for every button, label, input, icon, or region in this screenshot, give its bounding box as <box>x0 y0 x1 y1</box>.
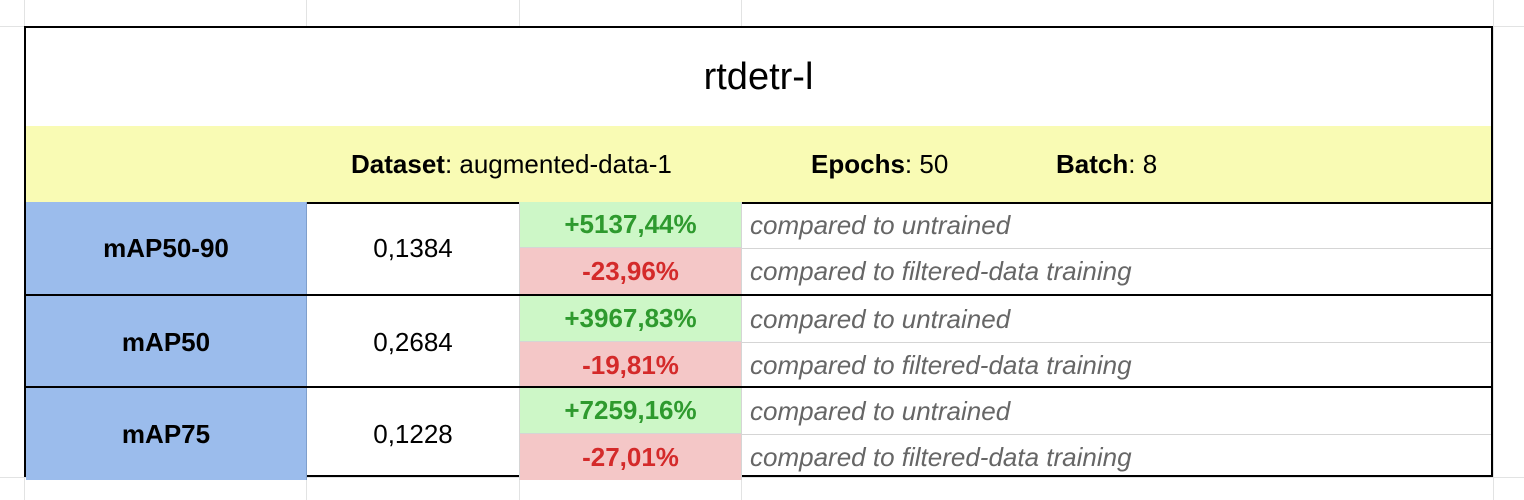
metric-name-cell[interactable]: mAP50 <box>26 296 307 388</box>
metric-name-cell[interactable]: mAP75 <box>26 388 307 480</box>
dataset-separator: : <box>444 149 460 179</box>
metric-name-cell[interactable]: mAP50-90 <box>26 202 307 294</box>
note-filtered[interactable]: compared to filtered-data training <box>750 350 1132 380</box>
batch-value: 8 <box>1142 149 1158 179</box>
training-info-row[interactable]: Dataset: augmented-data-1 Epochs: 50 Bat… <box>26 126 1491 204</box>
note-filtered[interactable]: compared to filtered-data training <box>750 442 1132 472</box>
metric-value: 0,1228 <box>373 418 453 449</box>
metric-row-map75: mAP75 0,1228 +7259,16% -27,01% compared … <box>26 386 1491 480</box>
vs-filtered-value: -27,01% <box>582 441 679 472</box>
vs-filtered-value: -19,81% <box>582 349 679 380</box>
results-table: rtdetr-l Dataset: augmented-data-1 Epoch… <box>24 26 1493 480</box>
grid-row-line <box>0 477 1524 478</box>
dataset-label: Dataset <box>351 149 445 179</box>
metric-value: 0,2684 <box>373 326 453 357</box>
metric-name: mAP75 <box>121 418 211 449</box>
dataset-value: augmented-data-1 <box>459 149 672 179</box>
epochs-info: Epochs: 50 <box>811 126 948 202</box>
note-untrained[interactable]: compared to untrained <box>750 396 1011 426</box>
row-divider <box>742 248 1491 249</box>
row-divider <box>742 434 1491 435</box>
vs-filtered-cell[interactable]: -19,81% <box>520 342 742 388</box>
vs-untrained-value: +5137,44% <box>564 209 697 239</box>
vs-untrained-value: +7259,16% <box>564 395 697 425</box>
vs-untrained-cell[interactable]: +5137,44% <box>520 202 742 248</box>
batch-label: Batch <box>1056 149 1129 179</box>
epochs-separator: : <box>904 149 920 179</box>
model-title: rtdetr-l <box>703 55 814 98</box>
model-title-cell[interactable]: rtdetr-l <box>26 28 1491 128</box>
dataset-info: Dataset: augmented-data-1 <box>351 126 672 202</box>
metric-value-cell[interactable]: 0,1384 <box>307 202 520 294</box>
note-filtered[interactable]: compared to filtered-data training <box>750 256 1132 286</box>
note-untrained[interactable]: compared to untrained <box>750 210 1011 240</box>
vs-filtered-value: -23,96% <box>582 255 679 286</box>
row-divider <box>742 342 1491 343</box>
metric-row-map50: mAP50 0,2684 +3967,83% -19,81% compared … <box>26 294 1491 388</box>
vs-filtered-cell[interactable]: -27,01% <box>520 434 742 480</box>
epochs-label: Epochs <box>811 149 905 179</box>
epochs-value: 50 <box>919 149 949 179</box>
metric-value-cell[interactable]: 0,1228 <box>307 388 520 480</box>
batch-info: Batch: 8 <box>1056 126 1157 202</box>
metric-row-map50-90: mAP50-90 0,1384 +5137,44% -23,96% compar… <box>26 202 1491 294</box>
metric-name: mAP50 <box>121 326 211 357</box>
metric-value-cell[interactable]: 0,2684 <box>307 296 520 388</box>
metric-name: mAP50-90 <box>103 232 229 263</box>
vs-untrained-cell[interactable]: +7259,16% <box>520 388 742 434</box>
vs-untrained-value: +3967,83% <box>564 303 697 333</box>
grid-col-line <box>1493 0 1494 500</box>
vs-filtered-cell[interactable]: -23,96% <box>520 248 742 294</box>
batch-separator: : <box>1128 149 1143 179</box>
note-untrained[interactable]: compared to untrained <box>750 304 1011 334</box>
metric-value: 0,1384 <box>373 232 453 263</box>
vs-untrained-cell[interactable]: +3967,83% <box>520 296 742 342</box>
